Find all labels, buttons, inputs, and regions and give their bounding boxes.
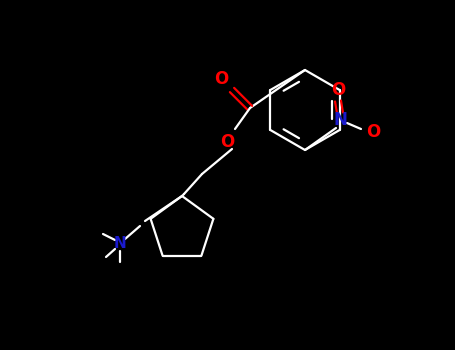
Text: O: O [366, 123, 380, 141]
Text: N: N [333, 111, 347, 129]
Text: O: O [214, 70, 228, 88]
Text: O: O [331, 81, 345, 99]
Text: O: O [220, 133, 234, 151]
Text: N: N [114, 237, 126, 252]
